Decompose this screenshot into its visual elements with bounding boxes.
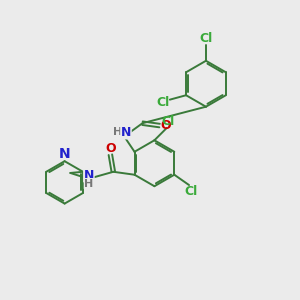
Text: N: N xyxy=(59,147,70,161)
Text: Cl: Cl xyxy=(157,95,170,109)
Text: N: N xyxy=(121,126,131,139)
Text: H: H xyxy=(84,178,94,189)
Text: H: H xyxy=(113,127,123,137)
Text: Cl: Cl xyxy=(184,185,197,198)
Text: N: N xyxy=(84,169,94,182)
Text: O: O xyxy=(105,142,116,155)
Text: Cl: Cl xyxy=(199,32,213,46)
Text: Cl: Cl xyxy=(162,115,175,128)
Text: O: O xyxy=(161,119,171,132)
